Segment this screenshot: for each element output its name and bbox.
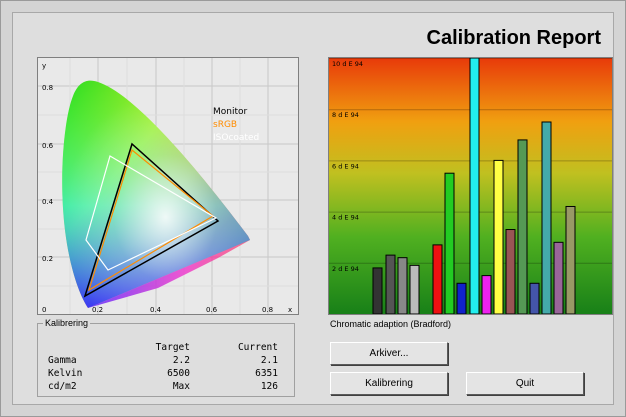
table-row: Kelvin 6500 6351	[48, 368, 288, 381]
delta-e-chart-svg: 10 d E 94 8 d E 94 6 d E 94 4 d E 94 2 d E 9…	[329, 57, 612, 315]
delta-e-bar	[493, 159, 504, 315]
isocoated-gamut	[85, 155, 218, 271]
quit-button[interactable]: Quit	[466, 372, 584, 395]
legend-srgb: sRGB	[213, 120, 237, 130]
chart-caption: Chromatic adaption (Bradford)	[330, 319, 452, 329]
delta-e-chart: 10 d E 94 8 d E 94 6 d E 94 4 d E 94 2 d E 9…	[328, 57, 613, 315]
srgb-gamut	[87, 148, 215, 292]
y-tick: 0.2	[42, 255, 53, 263]
y-tick-label: 4 d E 94	[332, 214, 359, 222]
x-tick: 0.2	[92, 306, 103, 314]
delta-e-bar	[541, 121, 552, 315]
page-title: Calibration Report	[426, 27, 601, 49]
delta-e-bar	[456, 282, 467, 315]
current-value: 2.1	[260, 355, 278, 366]
delta-e-bar	[481, 275, 492, 315]
cie-diagram-svg: y x 0.8 0.6 0.4 0.2 0 0.2 0.4 0.6 0.8 Mo…	[38, 58, 298, 314]
delta-e-bar	[553, 241, 564, 315]
delta-e-bar	[505, 229, 516, 315]
delta-e-bar	[432, 244, 443, 315]
current-value: 6351	[255, 368, 278, 379]
x-axis-label: x	[288, 306, 292, 314]
y-tick: 0.8	[42, 84, 53, 92]
current-value: 126	[260, 381, 278, 392]
x-tick: 0.8	[262, 306, 273, 314]
kalibrering-group: Kalibrering Target Current Gamma 2.2 2.1…	[37, 318, 295, 397]
row-label: Gamma	[48, 355, 77, 366]
delta-e-bar	[409, 264, 420, 315]
header-target: Target	[155, 342, 190, 353]
y-tick-label: 10 d E 94	[332, 60, 363, 68]
target-value: 6500	[167, 368, 190, 379]
table-row: Gamma 2.2 2.1	[48, 355, 288, 368]
y-tick-label: 2 d E 94	[332, 265, 359, 273]
row-label: Kelvin	[48, 368, 83, 379]
x-tick: 0.4	[150, 306, 162, 314]
delta-e-bar	[517, 139, 528, 315]
legend-isocoated: ISOcoated	[213, 133, 259, 143]
y-tick: 0	[42, 306, 46, 314]
kalibrering-table: Target Current Gamma 2.2 2.1 Kelvin 6500…	[48, 342, 288, 394]
y-tick: 0.6	[42, 142, 54, 150]
y-tick-label: 6 d E 94	[332, 162, 359, 170]
monitor-gamut	[83, 142, 220, 298]
target-value: 2.2	[172, 355, 190, 366]
kalibrering-button[interactable]: Kalibrering	[330, 372, 448, 395]
delta-e-bar	[444, 172, 455, 315]
delta-e-bar	[397, 257, 408, 315]
y-axis-label: y	[42, 62, 46, 70]
kalibrering-legend: Kalibrering	[45, 318, 89, 328]
x-tick: 0.6	[206, 306, 218, 314]
delta-e-bar	[565, 205, 576, 315]
y-tick: 0.4	[42, 198, 54, 206]
legend-monitor: Monitor	[213, 107, 248, 117]
arkiver-button[interactable]: Arkiver...	[330, 342, 448, 365]
table-row: cd/m2 Max 126	[48, 381, 288, 394]
table-header-row: Target Current	[48, 342, 288, 355]
header-current: Current	[237, 342, 278, 353]
target-value: Max	[172, 381, 190, 392]
row-label: cd/m2	[48, 381, 77, 392]
cie-diagram: y x 0.8 0.6 0.4 0.2 0 0.2 0.4 0.6 0.8 Mo…	[37, 57, 299, 315]
delta-e-bar	[385, 254, 396, 315]
delta-e-bar	[372, 267, 383, 315]
delta-e-bar	[469, 57, 480, 315]
delta-e-bar	[529, 282, 540, 315]
y-tick-label: 8 d E 94	[332, 111, 359, 119]
